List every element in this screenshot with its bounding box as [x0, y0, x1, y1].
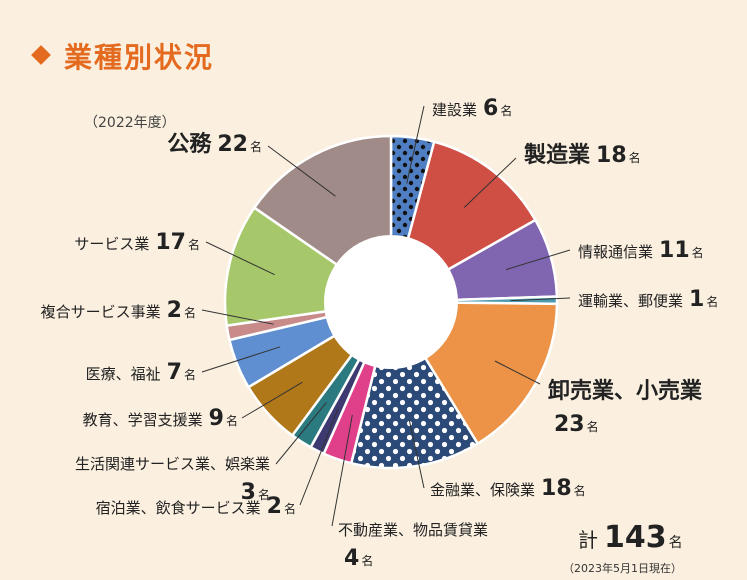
leader-line-6	[408, 420, 425, 489]
slice-label-unit: 名	[361, 554, 374, 568]
total-unit: 名	[668, 535, 683, 551]
slice-label-name: 製造業	[524, 143, 591, 168]
total-count: 計 143 名	[578, 520, 683, 555]
slice-label-name: 宿泊業、飲食サービス業	[95, 499, 261, 517]
slice-label-value: 1	[689, 287, 705, 312]
as-of-date: （2023年5月1日現在）	[563, 562, 682, 575]
slice-label-name: 金融業、保険業	[430, 481, 536, 499]
slice-label-name: 建設業	[432, 101, 478, 119]
leader-line-8	[299, 408, 339, 506]
slice-label-7: 不動産業、物品賃貸業 4 名	[338, 518, 488, 575]
slice-label-unit: 名	[691, 246, 704, 260]
slice-label-unit: 名	[187, 238, 200, 252]
slice-label-name: 不動産業、物品賃貸業	[338, 521, 489, 539]
leader-line-2	[463, 157, 517, 208]
slice-label-value: 4	[344, 546, 360, 571]
slice-label-unit: 名	[573, 484, 586, 498]
slice-label-13: サービス業 17 名	[74, 232, 200, 254]
slice-label-unit: 名	[283, 502, 296, 516]
leader-line-9	[275, 402, 327, 465]
slice-label-value: 23	[554, 412, 585, 437]
slice-label-8: 宿泊業、飲食サービス業 2 名	[96, 496, 296, 518]
leader-line-14	[267, 145, 336, 197]
slice-label-9: 生活関連サービス業、娯楽業 3 名	[75, 452, 270, 509]
slice-label-11: 医療、福祉 7 名	[86, 362, 196, 384]
slice-label-value: 22	[217, 132, 248, 157]
leader-line-5	[494, 360, 541, 385]
slice-label-unit: 名	[183, 368, 196, 382]
slice-label-name: サービス業	[74, 235, 150, 253]
slice-label-unit: 名	[500, 104, 513, 118]
slice-label-value: 18	[541, 476, 572, 501]
slice-label-name: 卸売業、小売業	[548, 379, 703, 404]
slice-label-value: 17	[155, 230, 186, 255]
slice-label-value: 6	[483, 96, 499, 121]
slice-label-4: 運輸業、郵便業 1 名	[578, 289, 718, 311]
slice-label-5: 卸売業、小売業 23 名	[548, 375, 702, 441]
slice-label-name: 生活関連サービス業、娯楽業	[74, 455, 270, 473]
slice-label-unit: 名	[225, 414, 238, 428]
chart-title: 業種別状況	[64, 41, 215, 74]
leader-line-4	[510, 297, 571, 302]
leader-line-10	[241, 381, 303, 419]
slice-label-2: 製造業 18 名	[524, 145, 641, 167]
leader-line-7	[331, 414, 353, 527]
slice-label-3: 情報通信業 11 名	[578, 240, 704, 262]
donut-hole	[324, 235, 458, 369]
slice-label-unit: 名	[249, 140, 262, 154]
leader-line-11	[201, 346, 281, 373]
leader-line-1	[406, 105, 425, 184]
slice-label-name: 複合サービス事業	[40, 303, 161, 321]
slice-label-unit: 名	[628, 151, 641, 165]
leader-line-13	[205, 241, 275, 276]
slice-label-6: 金融業、保険業 18 名	[430, 478, 586, 500]
slice-label-name: 運輸業、郵便業	[578, 292, 684, 310]
slice-label-unit: 名	[183, 306, 196, 320]
slice-label-name: 教育、学習支援業	[82, 411, 203, 429]
slice-label-10: 教育、学習支援業 9 名	[83, 408, 238, 430]
slice-label-12: 複合サービス事業 2 名	[41, 300, 196, 322]
slice-label-name: 公務	[167, 132, 212, 157]
leader-line-3	[505, 249, 571, 271]
slice-label-value: 2	[166, 298, 182, 323]
slice-label-value: 7	[166, 360, 182, 385]
slice-label-unit: 名	[586, 420, 599, 434]
slice-label-name: 情報通信業	[578, 243, 654, 261]
slice-label-name: 医療、福祉	[85, 365, 161, 383]
total-value: 143	[604, 520, 667, 555]
slice-label-value: 3	[240, 480, 256, 505]
slice-label-value: 11	[659, 238, 690, 263]
slice-label-value: 9	[208, 406, 224, 431]
slice-label-unit: 名	[706, 295, 719, 309]
slice-label-value: 2	[266, 494, 282, 519]
slice-label-value: 18	[596, 143, 627, 168]
slice-label-14: 公務 22 名	[167, 134, 262, 156]
slice-label-unit: 名	[257, 488, 270, 502]
slice-label-1: 建設業 6 名	[432, 98, 512, 120]
chart-subtitle: （2022年度）	[84, 115, 176, 131]
leader-line-12	[201, 309, 274, 325]
total-label: 計	[578, 528, 598, 552]
